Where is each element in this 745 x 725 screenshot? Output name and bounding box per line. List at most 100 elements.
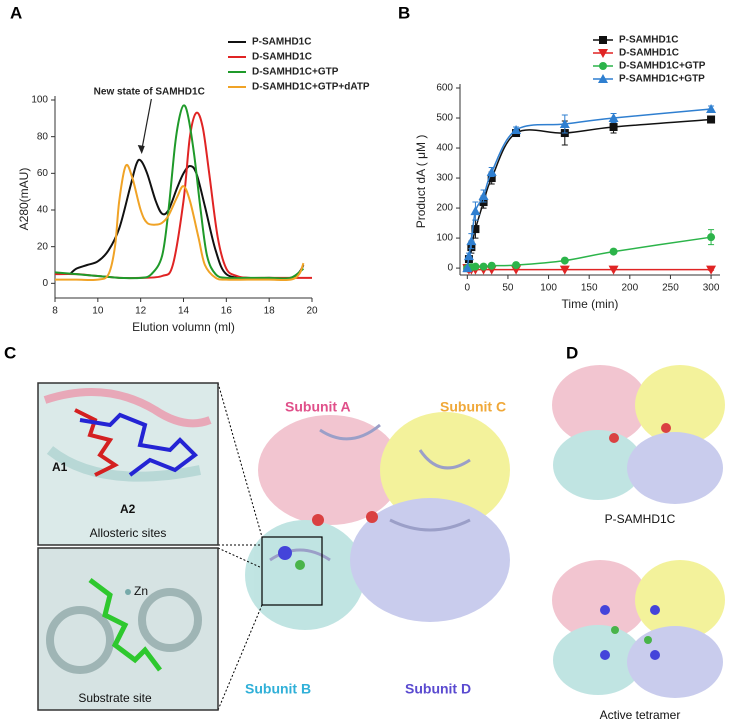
annotation-arrow <box>141 98 152 151</box>
zoom-box <box>261 536 323 606</box>
annotation-arrowhead <box>137 145 145 154</box>
legend-marker <box>598 74 608 83</box>
ligand <box>312 514 324 526</box>
data-line <box>54 104 305 280</box>
data-point <box>512 261 521 270</box>
data-point <box>486 167 497 177</box>
y-tick-label: 300 <box>436 173 453 184</box>
tetramer-structure <box>245 412 510 630</box>
data-point <box>706 104 717 114</box>
data-point <box>471 262 480 271</box>
legend-marker <box>599 36 607 44</box>
x-tick-label: 250 <box>662 283 679 294</box>
ligand <box>366 511 378 523</box>
ligand <box>295 560 305 570</box>
x-tick-label: 50 <box>502 283 514 294</box>
x-tick-label: 20 <box>306 306 318 317</box>
x-tick-label: 16 <box>221 306 233 317</box>
legend-marker <box>599 62 607 70</box>
x-tick-label: 18 <box>264 306 276 317</box>
data-point <box>471 225 480 234</box>
data-point <box>511 125 522 135</box>
x-tick-label: 150 <box>581 283 598 294</box>
x-axis-label: Time (min) <box>562 297 619 311</box>
tetramer-small <box>552 560 725 698</box>
data-point <box>608 113 619 123</box>
fit-line <box>466 108 712 269</box>
data-line <box>54 111 312 280</box>
y-tick-label: 600 <box>436 83 453 94</box>
data-point <box>609 247 618 256</box>
data-point <box>559 119 570 129</box>
y-tick-label: 200 <box>436 203 453 214</box>
panel-label: D <box>566 343 578 362</box>
structure-caption: Active tetramer <box>600 708 681 722</box>
subunit-label: Subunit D <box>405 681 471 697</box>
panel-label: C <box>4 343 16 362</box>
structure-caption: P-SAMHD1C <box>605 512 676 526</box>
y-tick-label: 100 <box>436 233 453 244</box>
x-tick-label: 10 <box>92 306 104 317</box>
x-tick-label: 200 <box>621 283 638 294</box>
legend-label: P-SAMHD1C+GTP <box>619 74 705 85</box>
subunit-c-shape <box>380 412 510 528</box>
subunit-d-shape <box>350 498 510 622</box>
subunit-label: Subunit A <box>285 399 351 415</box>
x-tick-label: 300 <box>703 283 720 294</box>
ligand <box>278 546 292 560</box>
panel-label: B <box>398 3 410 22</box>
fit-line <box>466 267 712 271</box>
data-point <box>487 174 496 183</box>
inset-substrate: Zn Substrate site <box>37 547 219 711</box>
inset-caption: Allosteric sites <box>90 526 167 540</box>
data-point <box>609 123 618 132</box>
site-label: A1 <box>52 460 68 474</box>
annotation: New state of SAMHD1C <box>94 87 205 98</box>
x-tick-label: 100 <box>540 283 557 294</box>
zoom-lines <box>217 382 263 711</box>
panel-label: A <box>10 3 22 22</box>
helix-decoration <box>269 423 471 562</box>
y-axis-label: Product dA ( μM ) <box>414 135 428 229</box>
y-tick-label: 60 <box>37 168 49 179</box>
fit-line <box>467 236 712 269</box>
y-tick-label: 100 <box>31 95 48 106</box>
legend-label: D-SAMHD1C <box>252 52 312 63</box>
y-tick-label: 500 <box>436 113 453 124</box>
x-tick-label: 0 <box>465 283 471 294</box>
site-label: Zn <box>134 584 148 598</box>
site-label: A2 <box>120 502 136 516</box>
y-tick-label: 40 <box>37 205 49 216</box>
legend-label: P-SAMHD1C <box>619 35 678 46</box>
fit-line <box>466 118 712 269</box>
data-point <box>559 265 570 275</box>
legend-label: D-SAMHD1C+GTP+dATP <box>252 82 370 93</box>
legend-label: D-SAMHD1C+GTP <box>252 67 339 78</box>
x-tick-label: 8 <box>52 306 58 317</box>
data-point <box>470 206 481 216</box>
y-tick-label: 0 <box>42 278 48 289</box>
y-tick-label: 0 <box>447 263 453 274</box>
y-tick-label: 400 <box>436 143 453 154</box>
data-point <box>463 251 474 261</box>
inset-allosteric: A1 A2 Allosteric sites <box>37 382 219 546</box>
subunit-a-shape <box>258 415 402 525</box>
legend-marker <box>598 49 608 58</box>
x-tick-label: 14 <box>178 306 190 317</box>
data-point <box>466 236 477 246</box>
legend-label: D-SAMHD1C <box>619 48 679 59</box>
inset-caption: Substrate site <box>78 691 152 705</box>
x-tick-label: 12 <box>135 306 147 317</box>
data-point <box>707 233 716 242</box>
y-axis-label: A280(mAU) <box>17 168 31 231</box>
tetramer-small <box>552 365 725 504</box>
data-point <box>462 263 473 273</box>
data-point <box>487 261 496 270</box>
data-line <box>55 164 305 282</box>
y-tick-label: 20 <box>37 241 49 252</box>
legend-label: P-SAMHD1C <box>252 37 311 48</box>
subunit-label: Subunit B <box>245 681 311 697</box>
data-point <box>560 256 569 265</box>
